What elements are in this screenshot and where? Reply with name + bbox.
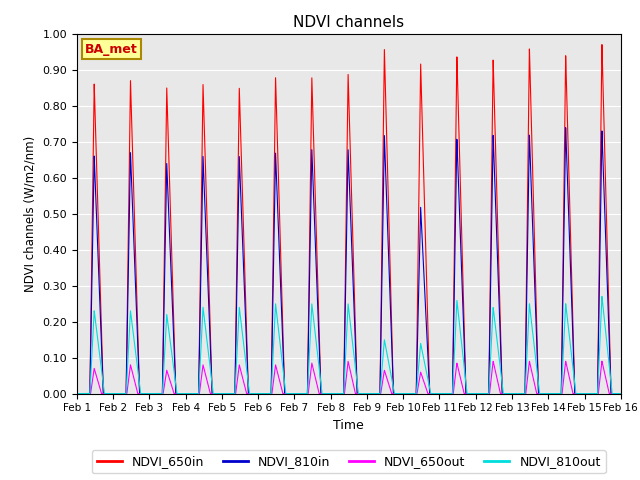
Legend: NDVI_650in, NDVI_810in, NDVI_650out, NDVI_810out: NDVI_650in, NDVI_810in, NDVI_650out, NDV… xyxy=(92,450,605,473)
Text: BA_met: BA_met xyxy=(85,43,138,56)
Title: NDVI channels: NDVI channels xyxy=(293,15,404,30)
X-axis label: Time: Time xyxy=(333,419,364,432)
Y-axis label: NDVI channels (W/m2/nm): NDVI channels (W/m2/nm) xyxy=(24,135,36,292)
